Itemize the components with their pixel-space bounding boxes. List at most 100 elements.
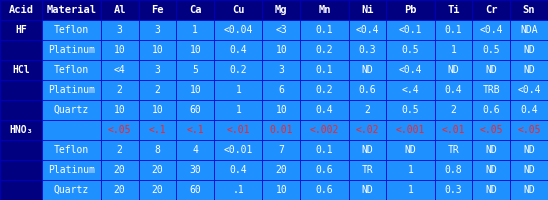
Text: <0.4: <0.4 (480, 25, 503, 35)
Text: 0.1: 0.1 (445, 25, 463, 35)
Text: 0.1: 0.1 (316, 25, 333, 35)
Bar (262, 120, 300, 140)
Text: 0.2: 0.2 (316, 85, 333, 95)
Text: ND: ND (486, 145, 497, 155)
Text: ND: ND (448, 65, 459, 75)
Text: 0.6: 0.6 (482, 105, 500, 115)
Text: 0.2: 0.2 (230, 65, 247, 75)
Text: 2: 2 (364, 105, 370, 115)
Text: 1: 1 (236, 105, 241, 115)
Bar (349, 0, 386, 20)
Bar (300, 0, 349, 20)
Bar (435, 40, 472, 60)
Bar (386, 180, 435, 200)
Text: 0.6: 0.6 (358, 85, 376, 95)
Bar (262, 0, 300, 20)
Text: TRB: TRB (482, 85, 500, 95)
Bar (214, 40, 262, 60)
Bar (472, 160, 510, 180)
Text: 7: 7 (278, 145, 284, 155)
Text: .1: .1 (232, 185, 244, 195)
Text: 0.4: 0.4 (445, 85, 463, 95)
Text: 0.5: 0.5 (402, 45, 419, 55)
Bar (386, 40, 435, 60)
Bar (42, 160, 101, 180)
Text: 0.4: 0.4 (316, 105, 333, 115)
Text: <.01: <.01 (226, 125, 250, 135)
Bar (262, 180, 300, 200)
Bar (176, 160, 214, 180)
Text: 0.1: 0.1 (316, 65, 333, 75)
Bar (262, 100, 300, 120)
Text: 2: 2 (117, 145, 123, 155)
Text: 1: 1 (236, 85, 241, 95)
Text: TR: TR (448, 145, 459, 155)
Bar (101, 80, 139, 100)
Bar (435, 120, 472, 140)
Bar (300, 120, 349, 140)
Text: HF: HF (15, 25, 27, 35)
Bar (262, 20, 300, 40)
Bar (101, 40, 139, 60)
Bar (214, 180, 262, 200)
Text: 3: 3 (155, 25, 161, 35)
Bar (42, 100, 101, 120)
Bar (472, 0, 510, 20)
Text: 3: 3 (155, 65, 161, 75)
Bar (300, 40, 349, 60)
Bar (349, 180, 386, 200)
Bar (300, 60, 349, 80)
Bar (0, 80, 42, 100)
Bar (472, 40, 510, 60)
Bar (139, 40, 176, 60)
Bar (300, 20, 349, 40)
Text: 3: 3 (278, 65, 284, 75)
Bar (349, 20, 386, 40)
Text: Platinum: Platinum (48, 85, 95, 95)
Text: Teflon: Teflon (54, 145, 89, 155)
Text: 6: 6 (278, 85, 284, 95)
Text: 20: 20 (114, 165, 125, 175)
Text: 20: 20 (276, 165, 287, 175)
Bar (42, 60, 101, 80)
Bar (300, 160, 349, 180)
Bar (101, 100, 139, 120)
Text: 5: 5 (192, 65, 198, 75)
Text: 10: 10 (276, 45, 287, 55)
Bar (435, 180, 472, 200)
Text: 20: 20 (152, 185, 163, 195)
Bar (510, 100, 548, 120)
Text: Sn: Sn (523, 5, 535, 15)
Text: ND: ND (523, 185, 535, 195)
Text: ND: ND (486, 165, 497, 175)
Bar (176, 40, 214, 60)
Bar (42, 0, 101, 20)
Bar (386, 20, 435, 40)
Text: 0.4: 0.4 (230, 165, 247, 175)
Text: Ca: Ca (189, 5, 202, 15)
Bar (510, 160, 548, 180)
Text: 0.2: 0.2 (316, 45, 333, 55)
Text: <.001: <.001 (396, 125, 425, 135)
Text: Quartz: Quartz (54, 105, 89, 115)
Text: <0.4: <0.4 (517, 85, 541, 95)
Bar (472, 100, 510, 120)
Text: 2: 2 (450, 105, 456, 115)
Bar (435, 100, 472, 120)
Text: Material: Material (47, 5, 96, 15)
Bar (0, 120, 42, 140)
Text: ND: ND (486, 65, 497, 75)
Text: NDA: NDA (520, 25, 538, 35)
Text: 0.1: 0.1 (316, 145, 333, 155)
Bar (101, 180, 139, 200)
Bar (349, 60, 386, 80)
Bar (42, 140, 101, 160)
Text: Teflon: Teflon (54, 25, 89, 35)
Text: HNO₃: HNO₃ (9, 125, 33, 135)
Text: 20: 20 (152, 165, 163, 175)
Text: 0.4: 0.4 (230, 45, 247, 55)
Text: <.05: <.05 (480, 125, 503, 135)
Bar (176, 120, 214, 140)
Bar (435, 60, 472, 80)
Bar (472, 60, 510, 80)
